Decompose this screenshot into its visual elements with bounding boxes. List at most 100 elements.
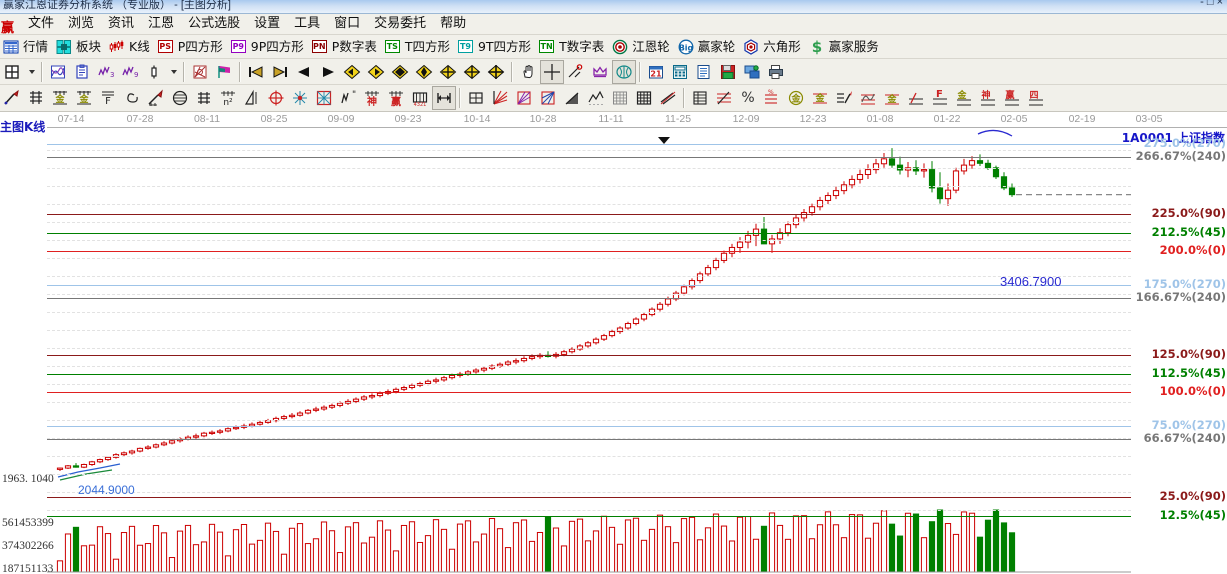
toolbar-button-hexagon[interactable]: 六角形 [740, 36, 806, 58]
menu-item-trade[interactable]: 交易委托 [374, 16, 427, 31]
angle-icon[interactable] [241, 87, 263, 109]
percent-icon[interactable]: % [737, 87, 759, 109]
si-slash-icon[interactable]: 四 [1025, 87, 1047, 109]
spiral-icon[interactable] [121, 87, 143, 109]
zoom-right-icon[interactable] [365, 61, 387, 83]
dropdown-caret-2-icon[interactable] [167, 61, 179, 83]
cut-tool-icon[interactable] [565, 61, 587, 83]
menu-item-tools[interactable]: 工具 [294, 16, 321, 31]
toolbar-button-winner-wheel[interactable]: Big 赢家轮 [675, 36, 741, 58]
grid-h-icon[interactable] [25, 87, 47, 109]
shen-icon[interactable]: 神 [361, 87, 383, 109]
menu-item-gann[interactable]: 江恩 [148, 16, 175, 31]
clipboard-icon[interactable] [71, 61, 93, 83]
gold-ratio-1-icon[interactable]: 金 [49, 87, 71, 109]
gann-box-icon[interactable] [189, 61, 211, 83]
pan-right-icon[interactable] [437, 61, 459, 83]
f-grid-icon[interactable]: F [97, 87, 119, 109]
calculator-icon[interactable] [669, 61, 691, 83]
menu-item-help[interactable]: 帮助 [440, 16, 467, 31]
multi3-icon[interactable]: 3 [95, 61, 117, 83]
circle-grid-icon[interactable] [169, 87, 191, 109]
zoom-both-icon[interactable] [389, 61, 411, 83]
arc-red-icon[interactable] [857, 87, 879, 109]
toolbar-button-sector[interactable]: 板块 [53, 36, 106, 58]
fan-purple-icon[interactable] [513, 87, 535, 109]
gold-line2-icon[interactable]: 金 [881, 87, 903, 109]
crosshair-icon[interactable] [540, 59, 564, 84]
zoom-left-icon[interactable] [341, 61, 363, 83]
grid-bold-icon[interactable] [633, 87, 655, 109]
crown-icon[interactable] [589, 61, 611, 83]
fan-blue-icon[interactable] [537, 87, 559, 109]
chart-overlay-icon[interactable] [47, 61, 69, 83]
n2-grid-icon[interactable]: n² [217, 87, 239, 109]
pen-red-icon[interactable] [145, 87, 167, 109]
menu-item-file[interactable]: 文件 [28, 16, 55, 31]
ladder-icon[interactable]: 4321 [409, 87, 431, 109]
pen-tool-icon[interactable] [833, 87, 855, 109]
pan-left-icon[interactable] [413, 61, 435, 83]
percent-line-icon[interactable]: % [761, 87, 783, 109]
menu-item-formula-screen[interactable]: 公式选股 [188, 16, 241, 31]
menu-item-settings[interactable]: 设置 [254, 16, 281, 31]
star-burst-icon[interactable] [289, 87, 311, 109]
toolbar-button-9t-square[interactable]: T9 9T四方形 [455, 36, 536, 58]
candle-style-icon[interactable] [143, 61, 165, 83]
first-page-icon[interactable] [245, 61, 267, 83]
hand-tool-icon[interactable] [517, 61, 539, 83]
menu-item-window[interactable]: 窗口 [334, 16, 361, 31]
wave-icon[interactable]: " [337, 87, 359, 109]
target-circle-icon[interactable] [265, 87, 287, 109]
toolbar-button-quotes[interactable]: 行情 [0, 36, 53, 58]
parallel-icon[interactable] [657, 87, 679, 109]
toolbar-button-kline[interactable]: K线 [106, 36, 155, 58]
shen-slash-icon[interactable]: 神 [977, 87, 999, 109]
next-icon[interactable] [317, 61, 339, 83]
prev-icon[interactable] [293, 61, 315, 83]
ladder2-icon[interactable] [689, 87, 711, 109]
toolbar-button-gann-wheel[interactable]: 江恩轮 [609, 36, 675, 58]
toolbar-button-t-square[interactable]: TS T四方形 [382, 36, 455, 58]
flag-icon[interactable] [213, 61, 235, 83]
multi9-icon[interactable]: 9 [119, 61, 141, 83]
chart-area[interactable]: 主图K线 07-14 07-28 08-11 08-25 09-09 09-23 10-14… [0, 112, 1227, 574]
menu-item-news[interactable]: 资讯 [108, 16, 135, 31]
candlestick-plot[interactable] [0, 112, 1227, 574]
ying-icon[interactable]: 赢 [385, 87, 407, 109]
toolbar-button-t-number-table[interactable]: TN T数字表 [536, 36, 609, 58]
window-controls[interactable]: - □ × [1200, 0, 1223, 8]
printer-icon[interactable] [765, 61, 787, 83]
brain-icon[interactable] [612, 59, 636, 84]
gold-slash-icon[interactable]: 金 [953, 87, 975, 109]
f-line-icon[interactable]: F [929, 87, 951, 109]
gold-ratio-2-icon[interactable]: 金 [73, 87, 95, 109]
calendar-icon[interactable]: 21 [645, 61, 667, 83]
toolbar-button-9p-square[interactable]: P9 9P四方形 [228, 36, 309, 58]
save-image-icon[interactable] [717, 61, 739, 83]
notes-icon[interactable] [693, 61, 715, 83]
grid-fine-icon[interactable] [609, 87, 631, 109]
toolbar-button-p-square[interactable]: PS P四方形 [155, 36, 228, 58]
grid-h2-icon[interactable] [193, 87, 215, 109]
last-page-icon[interactable] [269, 61, 291, 83]
ying-slash-icon[interactable]: 赢 [1001, 87, 1023, 109]
toolbar-button-winner-service[interactable]: $ 赢家服务 [806, 36, 884, 58]
arrow-span-icon[interactable] [432, 86, 456, 110]
network-icon[interactable] [741, 61, 763, 83]
box-icon[interactable] [465, 87, 487, 109]
gold-circle-icon[interactable]: 金 [785, 87, 807, 109]
toolbar-button-p-number-table[interactable]: PN P数字表 [309, 36, 382, 58]
pan-center-icon[interactable] [461, 61, 483, 83]
gold-line-icon[interactable]: 金 [809, 87, 831, 109]
slash-line-icon[interactable] [905, 87, 927, 109]
fan-red-icon[interactable] [489, 87, 511, 109]
pan-all-icon[interactable] [485, 61, 507, 83]
percent-fan-icon[interactable] [713, 87, 735, 109]
zigzag-icon[interactable] [585, 87, 607, 109]
slope-icon[interactable] [561, 87, 583, 109]
dropdown-caret-icon[interactable] [25, 61, 37, 83]
menu-item-browse[interactable]: 浏览 [68, 16, 95, 31]
save-icon[interactable] [1, 61, 23, 83]
gann-fan-pen-icon[interactable] [1, 87, 23, 109]
